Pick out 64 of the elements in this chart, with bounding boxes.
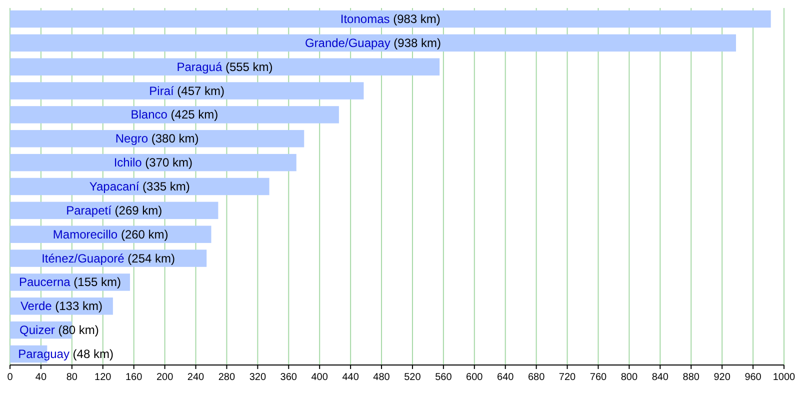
x-tick-label: 880 [682, 372, 700, 383]
x-tick-label: 960 [744, 372, 762, 383]
x-tick-label: 360 [280, 372, 298, 383]
bar [10, 10, 771, 28]
data-label: (48 km) [69, 346, 114, 361]
y-tick-label: Quizer [20, 323, 55, 338]
x-tick-label: 40 [35, 372, 47, 383]
x-tick-label: 200 [156, 372, 174, 383]
x-tick-label: 640 [497, 372, 514, 383]
x-tick-label: 440 [342, 372, 360, 383]
data-label: (983 km) [390, 12, 440, 26]
bar [10, 58, 440, 76]
data-label: (555 km) [222, 60, 273, 74]
data-label: (269 km) [111, 203, 162, 218]
data-label: (260 km) [118, 227, 168, 242]
data-label: (133 km) [52, 299, 102, 314]
y-tick-label: Iténez/Guaporé [42, 251, 125, 266]
x-tick-label: 520 [404, 372, 422, 383]
y-tick-label: Yapacaní [89, 180, 140, 194]
x-tick-label: 800 [620, 372, 638, 383]
y-tick-label: Piraí [149, 84, 175, 98]
x-tick-label: 680 [528, 372, 546, 383]
y-tick-label: Paucerna [18, 275, 71, 290]
bar [10, 34, 736, 52]
data-label: (155 km) [70, 275, 122, 290]
data-label: (938 km) [390, 36, 442, 50]
x-tick-label: 560 [435, 372, 452, 383]
x-tick-label: 120 [94, 372, 112, 383]
x-tick-label: 720 [558, 372, 576, 383]
bar [10, 154, 296, 172]
x-tick-label: 160 [125, 372, 143, 383]
y-tick-label: Ichilo [114, 156, 142, 170]
x-tick-label: 920 [714, 372, 731, 383]
y-tick-label: Mamorecillo [52, 227, 118, 242]
x-tick-label: 400 [311, 372, 328, 383]
y-tick-label: Paraguay [18, 346, 70, 361]
x-tick-label: 0 [7, 372, 14, 383]
y-tick-label: Parapetí [66, 203, 112, 218]
bar [10, 130, 304, 148]
y-tick-label: Grande/Guapay [304, 36, 390, 50]
x-tick-label: 760 [590, 372, 608, 383]
bar [10, 82, 364, 100]
data-label: (425 km) [167, 108, 218, 122]
x-tick-label: 840 [652, 372, 669, 383]
bar [10, 178, 270, 196]
data-label: (370 km) [142, 156, 193, 170]
y-tick-label: Verde [20, 299, 52, 314]
x-tick-label: 80 [66, 372, 78, 383]
y-tick-label: Paraguá [176, 60, 222, 74]
data-label: (254 km) [124, 251, 176, 266]
x-tick-label: 480 [373, 372, 390, 383]
x-tick-label: 1000 [772, 372, 796, 383]
y-tick-label: Negro [115, 132, 148, 146]
y-tick-label: Itonomas [340, 12, 390, 26]
x-tick-label: 240 [187, 372, 205, 383]
x-tick-label: 600 [466, 372, 484, 383]
x-tick-label: 280 [218, 372, 236, 383]
data-label: (335 km) [139, 180, 190, 194]
data-label: (457 km) [174, 84, 225, 98]
y-tick-label: Blanco [130, 108, 168, 122]
data-label: (380 km) [148, 132, 199, 146]
bar [10, 106, 339, 124]
x-tick-label: 320 [249, 372, 266, 383]
data-label: (80 km) [54, 323, 99, 338]
